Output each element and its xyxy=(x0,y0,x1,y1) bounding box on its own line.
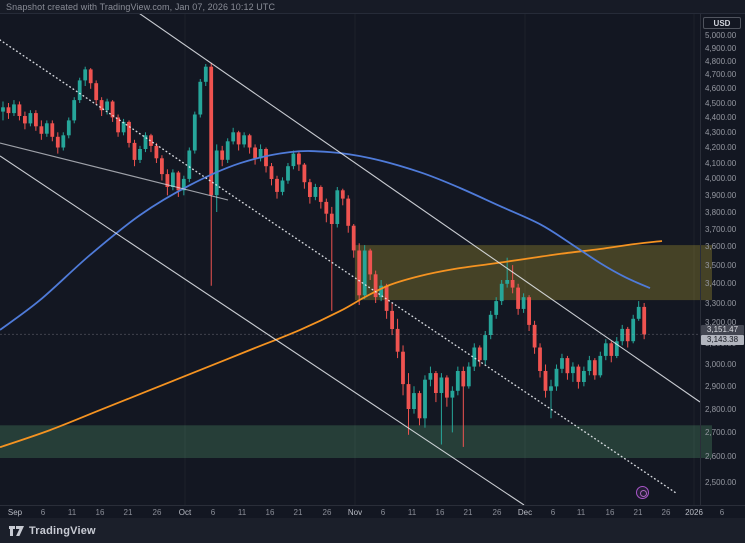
left-short-trendline xyxy=(0,142,229,201)
price-axis-label: 3,300.00 xyxy=(705,298,737,308)
price-axis-label: 3,900.00 xyxy=(705,190,737,200)
currency-usd-button[interactable]: USD xyxy=(703,17,741,29)
footer-bar: TradingView xyxy=(0,518,745,543)
price-label-upper: 3,151.47 xyxy=(701,325,744,335)
time-axis-label: 16 xyxy=(435,508,445,517)
snapshot-topbar: Snapshot created with TradingView.com, J… xyxy=(0,0,745,14)
price-axis-label: 3,700.00 xyxy=(705,224,737,234)
price-axis-label: 3,600.00 xyxy=(705,242,737,252)
price-axis-label: 2,600.00 xyxy=(705,452,737,462)
price-axis-label: 3,000.00 xyxy=(705,360,737,369)
time-axis-label: 11 xyxy=(576,508,586,517)
time-axis-label: 6 xyxy=(719,508,725,517)
time-axis-label: 16 xyxy=(265,508,275,517)
tradingview-logo-text: TradingView xyxy=(29,524,96,537)
price-axis-label: 3,800.00 xyxy=(705,207,737,217)
time-axis-label: 21 xyxy=(293,508,303,517)
price-axis-label: 4,000.00 xyxy=(705,174,737,184)
price-axis-label: 4,500.00 xyxy=(705,98,737,108)
time-axis-label: Sep xyxy=(7,508,23,517)
time-axis-label: 11 xyxy=(67,508,77,517)
price-axis-label: 4,800.00 xyxy=(705,56,737,66)
time-axis-label: 11 xyxy=(407,508,417,517)
time-axis-label: 26 xyxy=(322,508,332,517)
price-axis-label: 4,400.00 xyxy=(705,113,737,122)
price-axis-label: 4,200.00 xyxy=(705,143,737,152)
demand-zone xyxy=(0,425,712,458)
time-axis-label: 2026 xyxy=(685,508,703,517)
price-axis-label: 4,600.00 xyxy=(705,84,737,94)
time-axis-label: Nov xyxy=(347,508,363,517)
price-axis-label: 3,200.00 xyxy=(705,318,737,328)
sticker-icon[interactable] xyxy=(636,486,649,499)
time-axis[interactable]: Sep 6 11 16 21 26 Oct 6 11 16 21 26 Nov 6 11 16 21 26 Dec 6… xyxy=(0,505,745,518)
price-axis-label: 2,800.00 xyxy=(705,404,737,414)
price-axis-label: 5,000.00 xyxy=(705,30,737,40)
time-axis-label: 11 xyxy=(237,508,247,517)
last-price-label: 3,143.38 xyxy=(701,335,744,345)
price-axis-label: 4,100.00 xyxy=(705,158,737,168)
ma-slow-line xyxy=(0,240,663,449)
ma-fast-line xyxy=(0,150,651,331)
price-axis-label: 2,900.00 xyxy=(705,381,737,391)
price-axis-label: 4,700.00 xyxy=(705,70,737,80)
price-axis-label: 3,500.00 xyxy=(705,260,737,270)
channel-upper-solid xyxy=(139,14,701,403)
time-axis-label: Oct xyxy=(178,508,192,517)
time-axis-label: 16 xyxy=(605,508,615,517)
price-axis-label: 4,900.00 xyxy=(705,43,737,53)
time-axis-label: 6 xyxy=(210,508,216,517)
time-axis-label: 26 xyxy=(661,508,671,517)
price-axis-label: 4,300.00 xyxy=(705,127,737,137)
price-axis-label: 3,400.00 xyxy=(705,279,737,289)
time-axis-label: 6 xyxy=(380,508,386,517)
plot-layers xyxy=(0,14,712,505)
price-axis-label: 2,700.00 xyxy=(705,427,737,437)
time-axis-label: Dec xyxy=(517,508,533,517)
time-axis-label: 6 xyxy=(550,508,556,517)
time-axis-label: 21 xyxy=(463,508,473,517)
tradingview-logo[interactable]: TradingView xyxy=(8,525,96,537)
candles-layer xyxy=(1,62,647,447)
price-axis[interactable]: 5,000.00 4,900.00 4,800.00 4,700.00 4,600.00… xyxy=(700,14,745,505)
price-axis-label: 2,500.00 xyxy=(705,477,737,487)
time-axis-label: 26 xyxy=(492,508,502,517)
snapshot-text: Snapshot created with TradingView.com, J… xyxy=(6,1,276,12)
time-axis-label: 21 xyxy=(633,508,643,517)
time-axis-label: 21 xyxy=(123,508,133,517)
time-axis-label: 6 xyxy=(40,508,46,517)
time-axis-label: 26 xyxy=(152,508,162,517)
channel-mid-dotted xyxy=(0,39,677,494)
tradingview-mark-icon xyxy=(9,525,24,536)
channel-lower-solid xyxy=(0,155,525,505)
time-axis-label: 16 xyxy=(95,508,105,517)
supply-zone xyxy=(355,245,712,301)
